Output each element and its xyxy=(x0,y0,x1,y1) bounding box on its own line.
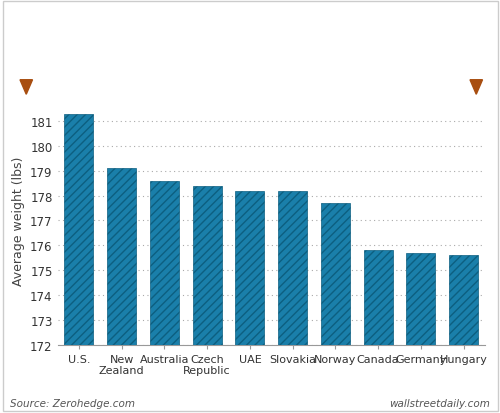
Y-axis label: Average weight (lbs): Average weight (lbs) xyxy=(12,157,24,285)
Bar xyxy=(107,169,136,345)
Bar xyxy=(236,191,264,345)
Bar xyxy=(64,114,94,345)
Text: Source: Zerohedge.com: Source: Zerohedge.com xyxy=(10,398,135,408)
Bar xyxy=(449,256,478,345)
Bar xyxy=(278,191,307,345)
Bar xyxy=(192,186,222,345)
Bar xyxy=(150,181,179,345)
Bar xyxy=(321,204,350,345)
Text: wallstreetdaily.com: wallstreetdaily.com xyxy=(389,398,490,408)
Polygon shape xyxy=(20,81,32,95)
Polygon shape xyxy=(470,81,482,95)
Text: When Big is Bad: When Big is Bad xyxy=(12,16,216,36)
Bar xyxy=(364,251,392,345)
Text: Average individual weight by country: Average individual weight by country xyxy=(12,50,272,64)
Bar xyxy=(406,253,436,345)
